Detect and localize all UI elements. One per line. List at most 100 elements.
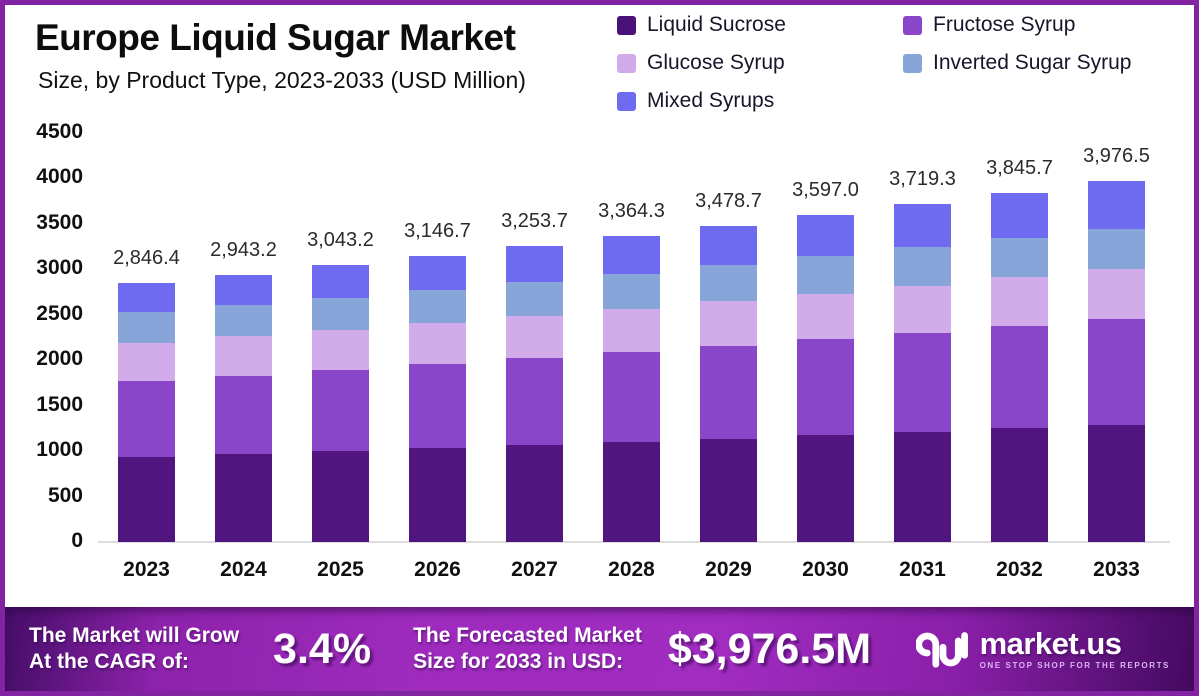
bar-segment-glucose-syrup	[894, 285, 951, 333]
bar-segment-glucose-syrup	[700, 301, 757, 346]
bar-segment-liquid-sucrose	[603, 441, 660, 542]
legend-swatch-icon	[617, 15, 636, 35]
forecast-label: The Forecasted Market Size for 2033 in U…	[413, 623, 642, 676]
footer-banner: The Market will Grow At the CAGR of: 3.4…	[5, 607, 1194, 691]
bar-segment-liquid-sucrose	[215, 453, 272, 542]
bar-segment-liquid-sucrose	[991, 428, 1048, 542]
legend-label: Glucose Syrup	[647, 51, 785, 74]
bar-segment-inverted-sugar-syrup	[797, 256, 854, 294]
bar-value-label: 3,253.7	[501, 210, 568, 233]
stacked-bar	[991, 192, 1048, 542]
bar-segment-glucose-syrup	[215, 336, 272, 376]
bar-group-2033: 3,976.5	[1068, 125, 1165, 542]
legend-swatch-icon	[617, 53, 636, 73]
bar-group-2027: 3,253.7	[486, 125, 583, 542]
bar-segment-liquid-sucrose	[506, 444, 563, 542]
stacked-bar	[700, 225, 757, 542]
bar-segment-fructose-syrup	[118, 380, 175, 457]
y-axis-tick-label: 1500	[36, 392, 83, 416]
bar-value-label: 2,943.2	[210, 238, 277, 261]
stacked-bar	[797, 215, 854, 542]
bar-segment-mixed-syrups	[215, 274, 272, 306]
bar-group-2031: 3,719.3	[874, 125, 971, 542]
bar-segment-fructose-syrup	[1088, 318, 1145, 425]
bar-segment-mixed-syrups	[409, 256, 466, 290]
x-axis-label-2023: 2023	[123, 558, 170, 581]
bar-segment-mixed-syrups	[118, 283, 175, 313]
legend-label: Inverted Sugar Syrup	[933, 51, 1132, 74]
market-us-logo-icon	[915, 632, 968, 668]
bar-segment-mixed-syrups	[1088, 180, 1145, 229]
bar-segment-fructose-syrup	[894, 332, 951, 432]
bar-segment-inverted-sugar-syrup	[215, 305, 272, 337]
bar-segment-glucose-syrup	[797, 293, 854, 340]
bar-segment-inverted-sugar-syrup	[894, 247, 951, 286]
bar-segment-liquid-sucrose	[894, 431, 951, 542]
bar-segment-mixed-syrups	[894, 203, 951, 248]
legend-swatch-icon	[903, 15, 922, 35]
bar-group-2026: 3,146.7	[389, 125, 486, 542]
bar-segment-inverted-sugar-syrup	[700, 265, 757, 302]
bar-segment-glucose-syrup	[506, 315, 563, 359]
y-axis-tick-label: 2500	[36, 301, 83, 325]
y-axis-tick-label: 2000	[36, 347, 83, 371]
cagr-label: The Market will Grow At the CAGR of:	[29, 623, 239, 676]
x-axis-label-2032: 2032	[996, 558, 1043, 581]
y-axis-tick-label: 4500	[36, 120, 83, 143]
cagr-value: 3.4%	[273, 624, 372, 673]
y-axis-tick-label: 3500	[36, 210, 83, 234]
x-axis-label-2027: 2027	[511, 558, 558, 581]
bar-group-2032: 3,845.7	[971, 125, 1068, 542]
bar-segment-fructose-syrup	[603, 352, 660, 442]
bar-group-2029: 3,478.7	[680, 125, 777, 542]
bar-segment-inverted-sugar-syrup	[312, 297, 369, 330]
y-axis-tick-label: 4000	[36, 165, 83, 189]
legend-item-glucose-syrup: Glucose Syrup	[617, 51, 895, 75]
legend-item-inverted-sugar-syrup: Inverted Sugar Syrup	[903, 51, 1192, 75]
stacked-bar	[894, 203, 951, 542]
bar-value-label: 3,719.3	[889, 167, 956, 190]
stacked-bar	[118, 283, 175, 542]
legend-label: Fructose Syrup	[933, 13, 1076, 36]
bar-value-label: 2,846.4	[113, 247, 180, 270]
bar-group-2030: 3,597.0	[777, 125, 874, 542]
bar-segment-inverted-sugar-syrup	[409, 289, 466, 323]
bar-value-label: 3,597.0	[792, 179, 859, 202]
bar-segment-fructose-syrup	[700, 345, 757, 439]
legend-label: Liquid Sucrose	[647, 13, 786, 36]
bar-segment-liquid-sucrose	[118, 456, 175, 542]
bar-segment-liquid-sucrose	[312, 450, 369, 542]
forecast-label-line1: The Forecasted Market	[413, 623, 642, 647]
stacked-bar	[506, 246, 563, 542]
legend-label: Mixed Syrups	[647, 89, 775, 112]
bar-group-2023: 2,846.4	[98, 125, 195, 542]
bar-segment-glucose-syrup	[1088, 268, 1145, 319]
y-axis-tick-label: 0	[71, 529, 83, 552]
legend-item-mixed-syrups: Mixed Syrups	[617, 89, 895, 113]
x-axis-label-2024: 2024	[220, 558, 267, 581]
legend-item-fructose-syrup: Fructose Syrup	[903, 13, 1192, 37]
bar-value-label: 3,478.7	[695, 189, 762, 212]
bar-group-2024: 2,943.2	[195, 125, 292, 542]
x-axis-label-2030: 2030	[802, 558, 849, 581]
x-axis-baseline	[98, 541, 1170, 543]
bar-segment-inverted-sugar-syrup	[991, 238, 1048, 278]
bar-segment-glucose-syrup	[991, 277, 1048, 326]
bar-group-2025: 3,043.2	[292, 125, 389, 542]
bar-segment-liquid-sucrose	[409, 448, 466, 542]
y-axis-tick-label: 3000	[36, 256, 83, 280]
bar-segment-fructose-syrup	[506, 358, 563, 445]
bar-segment-liquid-sucrose	[1088, 424, 1145, 542]
bar-value-label: 3,364.3	[598, 200, 665, 223]
bar-value-label: 3,845.7	[986, 156, 1053, 179]
x-axis-label-2025: 2025	[317, 558, 364, 581]
bar-segment-liquid-sucrose	[797, 435, 854, 542]
brand-name: market.us	[979, 626, 1122, 661]
bar-segment-mixed-syrups	[700, 225, 757, 266]
bar-segment-glucose-syrup	[603, 308, 660, 353]
legend-item-liquid-sucrose: Liquid Sucrose	[617, 13, 895, 37]
brand-text: market.us ONE STOP SHOP FOR THE REPORTS	[980, 628, 1170, 670]
bar-segment-inverted-sugar-syrup	[506, 281, 563, 316]
bar-segment-mixed-syrups	[991, 192, 1048, 239]
